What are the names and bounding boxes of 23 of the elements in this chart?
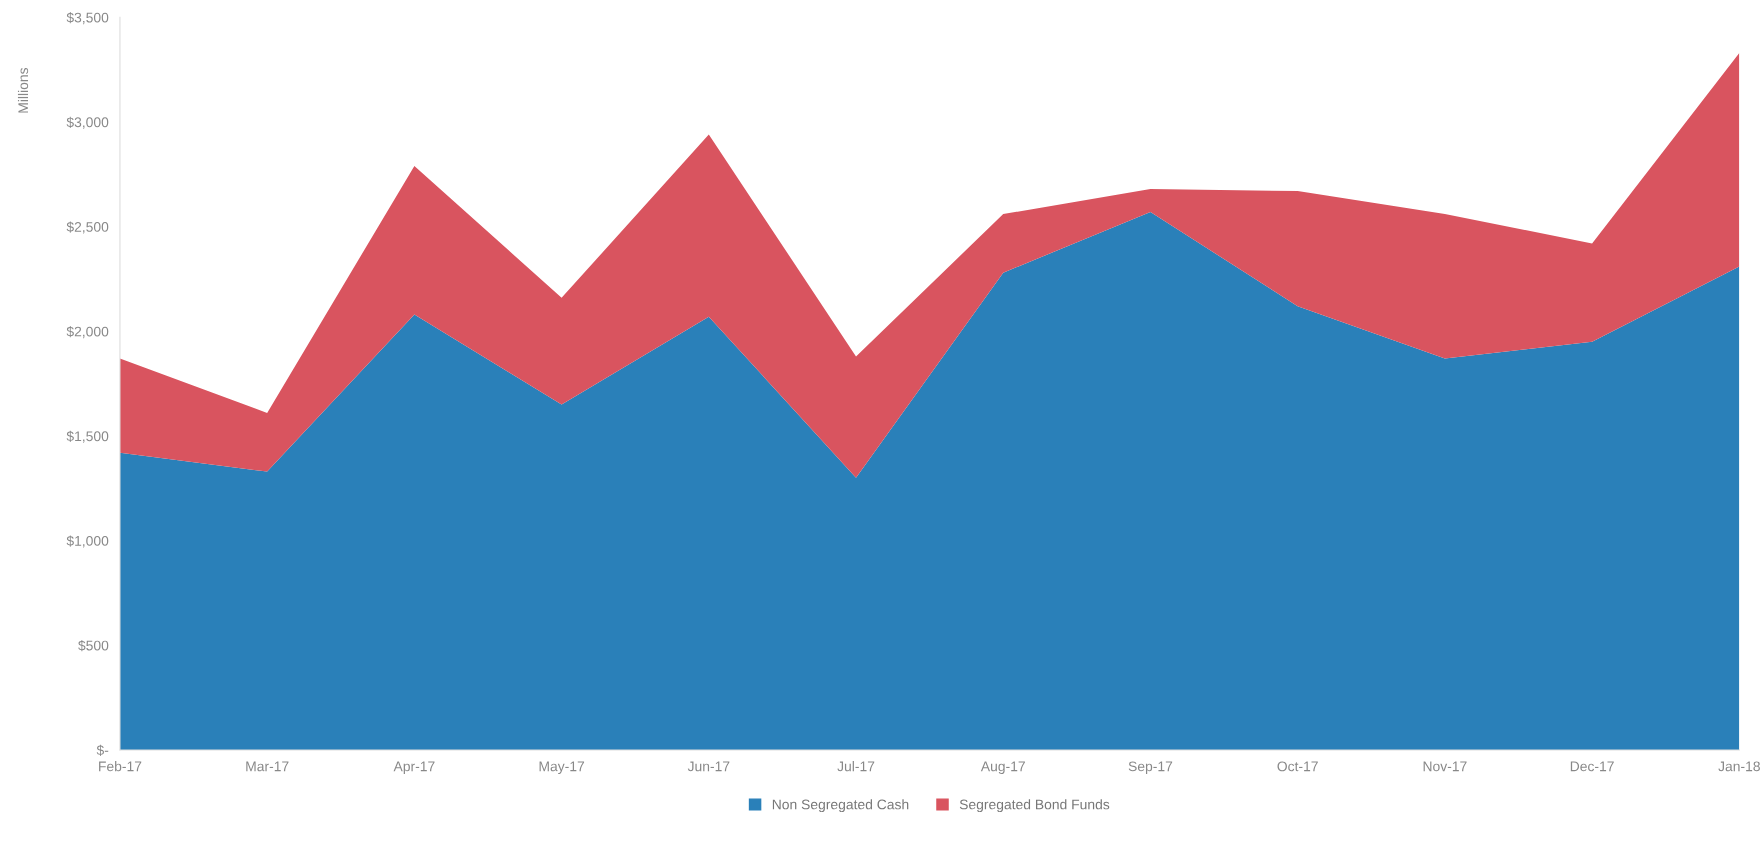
x-tick-label: Aug-17 — [980, 761, 1025, 775]
x-tick-label: Dec-17 — [1570, 761, 1614, 772]
x-tick-label: Feb-17 — [99, 761, 142, 772]
y-tick-label: $500 — [78, 640, 109, 652]
x-tick-label: Apr-17 — [393, 761, 435, 775]
x-tick-label: May-17 — [539, 761, 585, 775]
y-tick-label: $- — [96, 744, 109, 756]
x-tick-label: Oct-17 — [1277, 761, 1318, 772]
y-tick-label: $2,000 — [66, 326, 109, 339]
x-tick-label: Sep-17 — [1128, 761, 1173, 775]
y-tick-label: $2,500 — [66, 221, 109, 234]
x-tick-label: Jul-17 — [837, 761, 875, 772]
y-tick-label: $1,000 — [66, 535, 109, 548]
y-tick-label: $3,000 — [66, 116, 109, 129]
legend-label: Segregated Bond Funds — [959, 799, 1110, 813]
y-axis-title: Millions — [17, 67, 29, 113]
x-tick-label: Jan-18 — [1718, 761, 1760, 772]
y-tick-label: $1,500 — [66, 430, 109, 443]
x-tick-label: Nov-17 — [1423, 761, 1467, 772]
y-tick-label: $3,500 — [66, 12, 109, 25]
x-tick-label: Jun-17 — [687, 761, 730, 772]
x-tick-label: Mar-17 — [246, 761, 289, 772]
legend-label: Non Segregated Cash — [772, 799, 909, 813]
